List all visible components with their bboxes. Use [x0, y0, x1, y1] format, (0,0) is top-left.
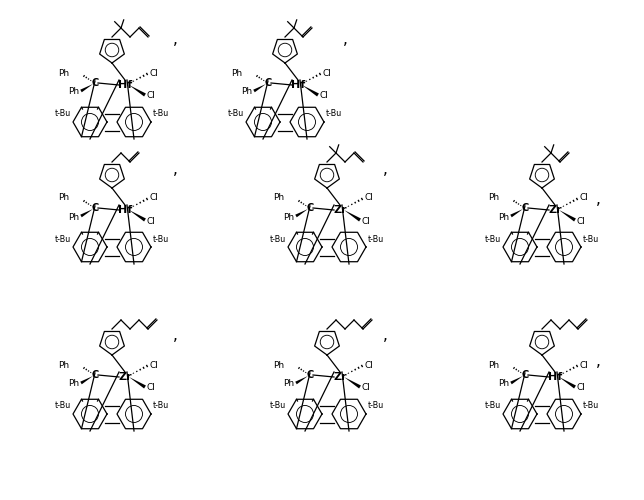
Polygon shape [80, 209, 93, 218]
Text: t-Bu: t-Bu [368, 402, 384, 410]
Text: ,: , [596, 354, 600, 370]
Text: Hf: Hf [118, 205, 132, 215]
Text: Ph: Ph [498, 380, 509, 388]
Polygon shape [129, 85, 146, 96]
Text: Ph: Ph [58, 360, 69, 370]
Text: Cl: Cl [577, 216, 586, 226]
Text: t-Bu: t-Bu [368, 234, 384, 244]
Text: C: C [522, 203, 529, 213]
Text: Cl: Cl [577, 384, 586, 392]
Text: ,: , [173, 162, 178, 178]
Text: ,: , [173, 328, 178, 342]
Text: Ph: Ph [283, 212, 294, 222]
Text: Cl: Cl [580, 194, 589, 202]
Text: Zr: Zr [333, 372, 347, 382]
Text: C: C [307, 370, 314, 380]
Text: Hf: Hf [118, 80, 132, 90]
Text: Ph: Ph [231, 68, 242, 78]
Polygon shape [295, 209, 308, 218]
Text: Ph: Ph [68, 380, 79, 388]
Text: Cl: Cl [147, 384, 156, 392]
Text: Cl: Cl [147, 216, 156, 226]
Text: Cl: Cl [365, 194, 374, 202]
Polygon shape [80, 376, 93, 384]
Polygon shape [129, 210, 146, 222]
Text: Cl: Cl [150, 360, 159, 370]
Text: t-Bu: t-Bu [270, 402, 286, 410]
Text: C: C [522, 370, 529, 380]
Polygon shape [510, 209, 523, 218]
Polygon shape [559, 377, 576, 388]
Text: t-Bu: t-Bu [326, 110, 342, 118]
Text: Ph: Ph [488, 194, 499, 202]
Text: t-Bu: t-Bu [583, 234, 600, 244]
Text: Cl: Cl [365, 360, 374, 370]
Text: Cl: Cl [150, 194, 159, 202]
Text: Hf: Hf [548, 372, 562, 382]
Text: t-Bu: t-Bu [153, 110, 169, 118]
Text: C: C [91, 78, 99, 88]
Text: Zr: Zr [548, 205, 562, 215]
Text: ,: , [383, 328, 388, 342]
Text: ,: , [343, 32, 347, 48]
Text: ,: , [173, 32, 178, 48]
Text: Cl: Cl [320, 92, 329, 100]
Text: Cl: Cl [147, 92, 156, 100]
Text: Ph: Ph [68, 212, 79, 222]
Text: C: C [265, 78, 272, 88]
Text: t-Bu: t-Bu [55, 402, 71, 410]
Text: t-Bu: t-Bu [270, 234, 286, 244]
Polygon shape [129, 377, 146, 388]
Polygon shape [253, 84, 266, 92]
Text: t-Bu: t-Bu [228, 110, 244, 118]
Text: t-Bu: t-Bu [485, 234, 501, 244]
Text: Ph: Ph [68, 88, 79, 96]
Text: Cl: Cl [150, 68, 159, 78]
Polygon shape [80, 84, 93, 92]
Polygon shape [295, 376, 308, 384]
Text: t-Bu: t-Bu [55, 110, 71, 118]
Text: t-Bu: t-Bu [55, 234, 71, 244]
Polygon shape [344, 377, 361, 388]
Text: Cl: Cl [323, 68, 332, 78]
Text: ,: , [596, 192, 600, 208]
Text: t-Bu: t-Bu [153, 402, 169, 410]
Text: Cl: Cl [580, 360, 589, 370]
Text: C: C [91, 370, 99, 380]
Text: Ph: Ph [498, 212, 509, 222]
Text: Ph: Ph [273, 360, 284, 370]
Text: Ph: Ph [58, 68, 69, 78]
Text: Hf: Hf [291, 80, 305, 90]
Polygon shape [510, 376, 523, 384]
Text: C: C [91, 203, 99, 213]
Text: Ph: Ph [58, 194, 69, 202]
Text: Ph: Ph [241, 88, 252, 96]
Text: Ph: Ph [283, 380, 294, 388]
Polygon shape [302, 85, 319, 96]
Text: Cl: Cl [362, 216, 371, 226]
Text: Cl: Cl [362, 384, 371, 392]
Text: t-Bu: t-Bu [485, 402, 501, 410]
Text: t-Bu: t-Bu [153, 234, 169, 244]
Text: ,: , [383, 162, 388, 178]
Polygon shape [559, 210, 576, 222]
Text: Zr: Zr [333, 205, 347, 215]
Text: t-Bu: t-Bu [583, 402, 600, 410]
Polygon shape [344, 210, 361, 222]
Text: Ph: Ph [488, 360, 499, 370]
Text: C: C [307, 203, 314, 213]
Text: Ph: Ph [273, 194, 284, 202]
Text: Zr: Zr [118, 372, 132, 382]
